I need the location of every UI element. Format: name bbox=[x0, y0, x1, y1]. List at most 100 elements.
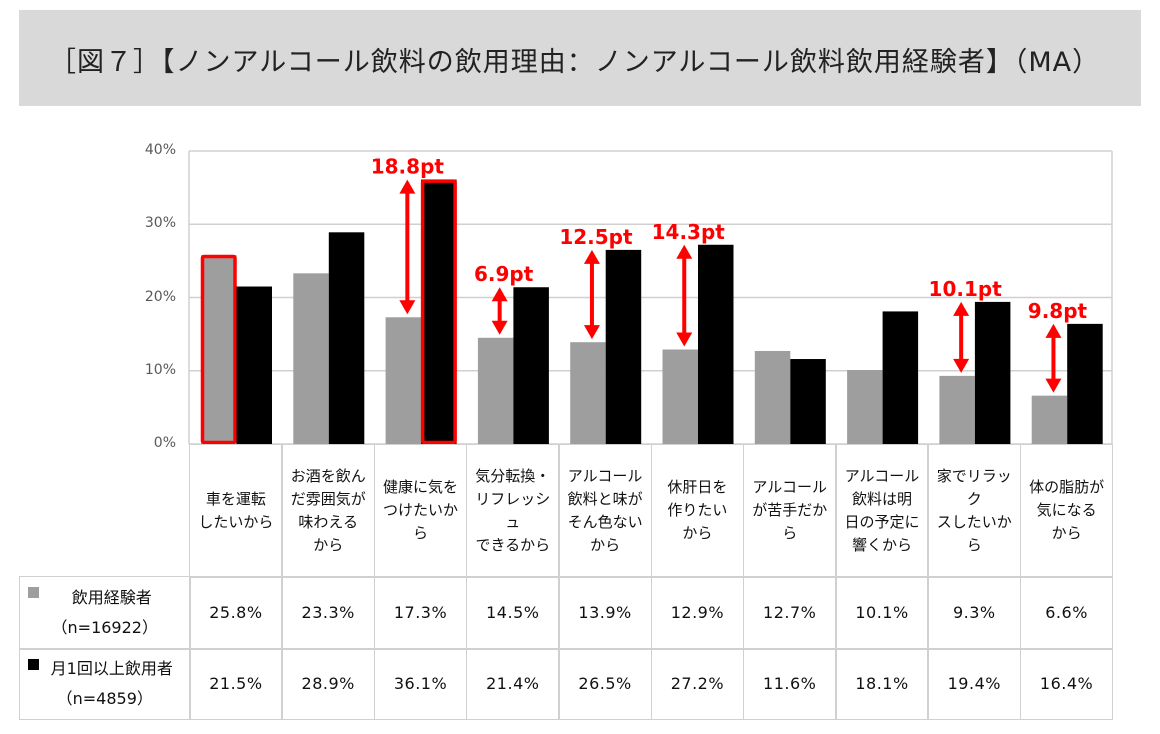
category-label-line: 味わえる bbox=[298, 512, 358, 531]
sample-size: （n=16922） bbox=[51, 617, 158, 637]
value-cell: 16.4% bbox=[1019, 648, 1114, 720]
category-label-line: 気になる bbox=[1036, 501, 1097, 520]
category-label-line: 車を運転 bbox=[205, 489, 266, 508]
bar-monthly bbox=[974, 301, 1011, 444]
arrow-head-down bbox=[491, 320, 508, 335]
bar-experienced bbox=[385, 317, 422, 444]
bar-monthly bbox=[1067, 323, 1103, 444]
value-cell: 10.1% bbox=[835, 576, 929, 650]
category-label: アルコール飲料と味がそん色ないから bbox=[558, 444, 652, 578]
arrow-head-up bbox=[953, 301, 970, 316]
bar-monthly bbox=[698, 244, 734, 444]
value-cell: 9.3% bbox=[927, 576, 1022, 650]
category-label-line: そん色ない bbox=[567, 512, 643, 531]
y-tick-label: 10% bbox=[144, 361, 176, 378]
arrow-head-up bbox=[399, 179, 416, 194]
series-name: 月1回以上飲用者 bbox=[50, 658, 173, 678]
value-cell: 25.8% bbox=[189, 576, 283, 650]
highlight-outline bbox=[420, 179, 457, 445]
category-label: 休肝日を作りたいから bbox=[650, 444, 745, 578]
arrow-head-up bbox=[1045, 323, 1062, 338]
category-label-line: アルコール bbox=[567, 466, 643, 485]
value-cell: 28.9% bbox=[281, 648, 376, 720]
category-label-line: 休肝日を bbox=[667, 478, 728, 497]
arrow-head-down bbox=[953, 358, 970, 373]
highlight-outline bbox=[200, 254, 237, 445]
category-label-line: したいから bbox=[198, 512, 274, 531]
arrow-head-up bbox=[676, 244, 693, 259]
legend-swatch bbox=[28, 587, 39, 598]
arrow-head-down bbox=[676, 332, 693, 347]
category-label-line: から bbox=[590, 535, 621, 554]
value-cell: 23.3% bbox=[281, 576, 376, 650]
difference-label: 10.1pt bbox=[929, 277, 1003, 301]
bar-experienced bbox=[570, 342, 606, 444]
value-cell: 26.5% bbox=[558, 648, 652, 720]
arrow-head-down bbox=[583, 325, 600, 340]
difference-label: 9.8pt bbox=[1028, 299, 1088, 323]
category-label-line: 飲料と味が bbox=[567, 489, 643, 508]
category-label: アルコールが苦手だから bbox=[742, 444, 837, 578]
category-label-line: から bbox=[682, 524, 713, 543]
bar-experienced bbox=[477, 337, 514, 444]
category-label-line: つけたいか bbox=[382, 501, 458, 520]
category-label-line: 作りたい bbox=[667, 501, 728, 520]
category-label-line: スしたいから bbox=[936, 512, 1012, 554]
value-cell: 12.9% bbox=[650, 576, 745, 650]
legend-entry: 飲用経験者 （n=16922） bbox=[19, 576, 191, 650]
value-cell: 6.6% bbox=[1019, 576, 1114, 650]
title-bar: ［図７］【ノンアルコール飲料の飲用理由：ノンアルコール飲料飲用経験者】（MA） bbox=[19, 10, 1141, 106]
chart-title: ［図７］【ノンアルコール飲料の飲用理由：ノンアルコール飲料飲用経験者】（MA） bbox=[49, 47, 1101, 78]
legend-swatch bbox=[28, 659, 39, 670]
bar-experienced bbox=[847, 370, 883, 444]
category-label-line: できるから bbox=[475, 535, 551, 554]
y-tick-label: 30% bbox=[144, 215, 176, 232]
y-tick-label: 40% bbox=[144, 142, 176, 158]
category-label: 気分転換・リフレッシュできるから bbox=[465, 444, 560, 578]
category-label-line: だ雰囲気が bbox=[290, 489, 366, 508]
value-cell: 27.2% bbox=[650, 648, 745, 720]
y-tick-label: 0% bbox=[153, 435, 176, 451]
value-cell: 12.7% bbox=[742, 576, 837, 650]
bar-experienced bbox=[754, 350, 791, 444]
value-cell: 14.5% bbox=[465, 576, 560, 650]
difference-label: 18.8pt bbox=[371, 155, 445, 179]
category-label-line: から bbox=[313, 535, 344, 554]
difference-label: 6.9pt bbox=[474, 262, 534, 286]
category-label-line: アルコール bbox=[752, 478, 827, 497]
category-label-line: 日の予定に bbox=[844, 512, 920, 531]
value-cell: 18.1% bbox=[835, 648, 929, 720]
category-label-line: 健康に気を bbox=[382, 478, 458, 497]
bar-monthly bbox=[605, 249, 642, 444]
bar-monthly bbox=[421, 179, 457, 444]
bar-monthly bbox=[790, 359, 826, 444]
category-label: 車を運転 したいから bbox=[189, 444, 283, 578]
value-cell: 21.5% bbox=[189, 648, 283, 720]
category-label: 家でリラック スしたいから bbox=[927, 444, 1022, 578]
category-label-line: リフレッシュ bbox=[475, 489, 551, 531]
bar-experienced bbox=[939, 375, 975, 444]
y-tick-label: 20% bbox=[144, 288, 176, 305]
category-label-line: 飲料は明 bbox=[851, 489, 912, 508]
legend-entry: 月1回以上飲用者 （n=4859） bbox=[19, 648, 191, 720]
value-cell: 36.1% bbox=[373, 648, 468, 720]
category-label-line: が苦手だか bbox=[752, 501, 828, 520]
category-label: アルコール飲料は明日の予定に響くから bbox=[835, 444, 929, 578]
arrow-head-up bbox=[583, 249, 600, 264]
category-label-line: ら bbox=[782, 524, 798, 543]
value-cell: 21.4% bbox=[465, 648, 560, 720]
value-cell: 13.9% bbox=[558, 576, 652, 650]
category-label: 体の脂肪が 気になる から bbox=[1019, 444, 1114, 578]
category-label: お酒を飲んだ雰囲気が味わえるから bbox=[281, 444, 376, 578]
arrow-head-up bbox=[491, 287, 508, 302]
difference-label: 12.5pt bbox=[559, 225, 633, 249]
category-label: 健康に気を つけたいから bbox=[373, 444, 468, 578]
sample-size: （n=4859） bbox=[56, 688, 153, 708]
category-label-line: 気分転換・ bbox=[475, 466, 551, 485]
bar-monthly bbox=[328, 232, 365, 444]
category-label-line: 響くから bbox=[851, 535, 912, 554]
category-label-line: お酒を飲ん bbox=[290, 466, 366, 485]
category-label-line: アルコール bbox=[844, 466, 920, 485]
